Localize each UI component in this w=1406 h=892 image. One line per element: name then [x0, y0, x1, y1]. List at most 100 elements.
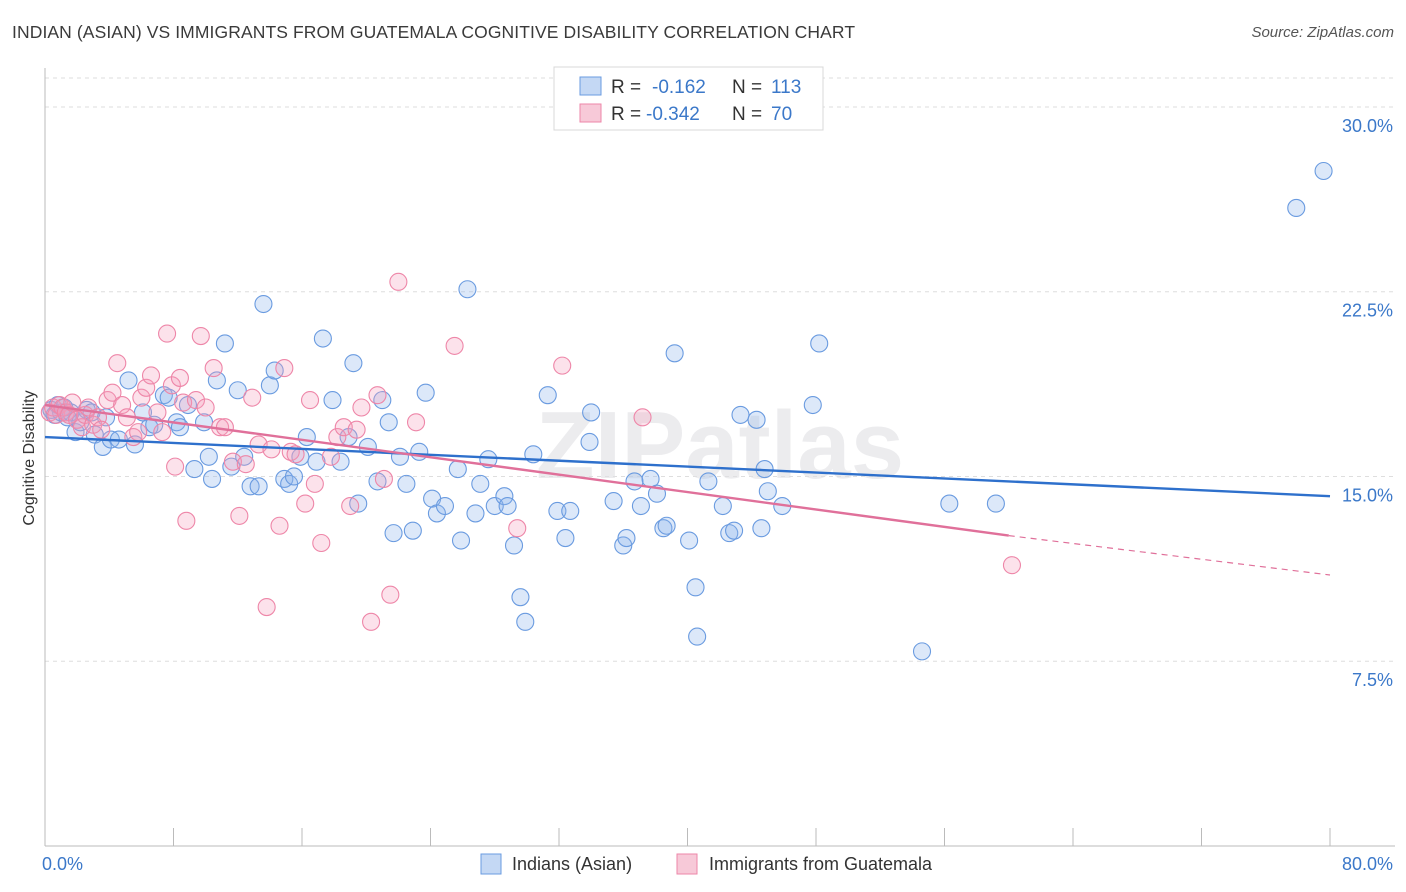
- point-immigrants-guatemala: [286, 445, 305, 464]
- point-indians-asian: [170, 418, 189, 437]
- top-legend: R = -0.162 N = 113 R = -0.342 N = 70: [553, 66, 824, 131]
- point-indians-asian: [538, 386, 557, 405]
- point-indians-asian: [498, 496, 517, 516]
- point-immigrants-guatemala: [103, 383, 122, 402]
- legend-r-label-2: R =: [611, 104, 641, 125]
- point-indians-asian: [752, 519, 771, 538]
- point-indians-asian: [185, 460, 204, 479]
- trend-line-guatemala: [44, 403, 1009, 537]
- point-indians-asian: [284, 467, 304, 486]
- point-indians-asian: [313, 329, 332, 348]
- point-indians-asian: [435, 496, 455, 516]
- point-indians-asian: [810, 334, 829, 353]
- point-indians-asian: [260, 376, 279, 395]
- y-tick-label: 30.0%: [1342, 116, 1393, 136]
- point-indians-asian: [297, 428, 316, 447]
- point-immigrants-guatemala: [305, 474, 324, 493]
- x-tick-label-min: 0.0%: [42, 854, 83, 874]
- point-indians-asian: [548, 501, 567, 521]
- point-indians-asian: [940, 494, 959, 513]
- point-indians-asian: [1287, 198, 1306, 218]
- point-indians-asian: [249, 477, 268, 496]
- point-indians-asian: [516, 612, 535, 631]
- point-indians-asian: [504, 536, 524, 555]
- point-indians-asian: [323, 391, 342, 410]
- point-immigrants-guatemala: [1002, 556, 1022, 575]
- bottom-legend: Indians (Asian) Immigrants from Guatemal…: [480, 853, 933, 875]
- point-indians-asian: [199, 447, 218, 466]
- point-indians-asian: [803, 395, 822, 415]
- point-immigrants-guatemala: [633, 408, 652, 427]
- point-immigrants-guatemala: [321, 447, 340, 466]
- point-immigrants-guatemala: [347, 420, 366, 439]
- point-immigrants-guatemala: [230, 506, 249, 525]
- legend-swatch-blue: [579, 76, 602, 96]
- point-immigrants-guatemala: [406, 413, 426, 432]
- point-indians-asian: [631, 496, 650, 516]
- point-immigrants-guatemala: [177, 511, 196, 530]
- point-indians-asian: [458, 280, 477, 299]
- point-indians-asian: [1314, 161, 1333, 181]
- point-indians-asian: [680, 531, 699, 550]
- point-immigrants-guatemala: [129, 423, 148, 442]
- chart-title: INDIAN (ASIAN) VS IMMIGRANTS FROM GUATEM…: [12, 22, 856, 42]
- legend-r-value-2: -0.342: [646, 104, 700, 125]
- legend-swatch-pink: [579, 103, 602, 123]
- point-immigrants-guatemala: [257, 597, 276, 617]
- point-indians-asian: [235, 447, 254, 466]
- point-indians-asian: [451, 531, 471, 550]
- point-immigrants-guatemala: [215, 418, 234, 437]
- point-immigrants-guatemala: [141, 366, 161, 385]
- point-indians-asian: [403, 521, 422, 540]
- point-indians-asian: [665, 344, 684, 363]
- trend-layer: [44, 403, 1331, 576]
- legend-n-label-2: N =: [732, 104, 762, 125]
- point-indians-asian: [307, 452, 326, 471]
- axes-layer: 7.5% 15.0% 22.5% 30.0% 0.0% 80.0%: [42, 68, 1395, 874]
- point-immigrants-guatemala: [153, 423, 172, 442]
- point-immigrants-guatemala: [275, 359, 294, 378]
- grid-layer: [45, 77, 1395, 662]
- legend-n-label-1: N =: [732, 77, 762, 98]
- point-indians-asian: [699, 472, 718, 491]
- y-tick-label: 7.5%: [1352, 670, 1393, 690]
- point-indians-asian: [556, 529, 575, 548]
- bottom-legend-label-2: Immigrants from Guatemala: [709, 854, 933, 874]
- point-indians-asian: [625, 472, 644, 491]
- point-immigrants-guatemala: [191, 327, 210, 346]
- point-immigrants-guatemala: [166, 457, 185, 476]
- point-immigrants-guatemala: [158, 324, 177, 343]
- trend-line-indians-asian: [44, 435, 1331, 498]
- point-indians-asian: [688, 627, 707, 646]
- x-tick-label-max: 80.0%: [1342, 854, 1393, 874]
- point-indians-asian: [254, 294, 273, 314]
- point-immigrants-guatemala: [312, 533, 331, 553]
- point-indians-asian: [344, 354, 363, 373]
- point-indians-asian: [657, 516, 676, 535]
- point-indians-asian: [686, 578, 705, 597]
- point-immigrants-guatemala: [262, 440, 281, 459]
- legend-r-value-1: -0.162: [652, 77, 706, 98]
- point-indians-asian: [713, 496, 732, 516]
- point-immigrants-guatemala: [508, 519, 527, 538]
- point-immigrants-guatemala: [352, 398, 371, 417]
- point-immigrants-guatemala: [445, 336, 464, 355]
- point-immigrants-guatemala: [108, 354, 127, 373]
- point-indians-asian: [495, 487, 514, 506]
- point-immigrants-guatemala: [243, 388, 262, 407]
- point-indians-asian: [384, 524, 403, 543]
- point-indians-asian: [448, 460, 467, 479]
- legend-n-value-2: 70: [771, 104, 792, 125]
- bottom-legend-label-1: Indians (Asian): [512, 854, 632, 874]
- point-indians-asian: [747, 410, 766, 429]
- point-immigrants-guatemala: [196, 398, 215, 417]
- points-layer: [40, 161, 1333, 661]
- point-indians-asian: [203, 469, 222, 488]
- point-immigrants-guatemala: [296, 494, 315, 513]
- point-indians-asian: [511, 588, 530, 607]
- y-tick-label: 15.0%: [1342, 485, 1393, 505]
- point-indians-asian: [390, 447, 410, 466]
- bottom-legend-swatch-blue: [480, 853, 502, 875]
- point-immigrants-guatemala: [374, 469, 393, 488]
